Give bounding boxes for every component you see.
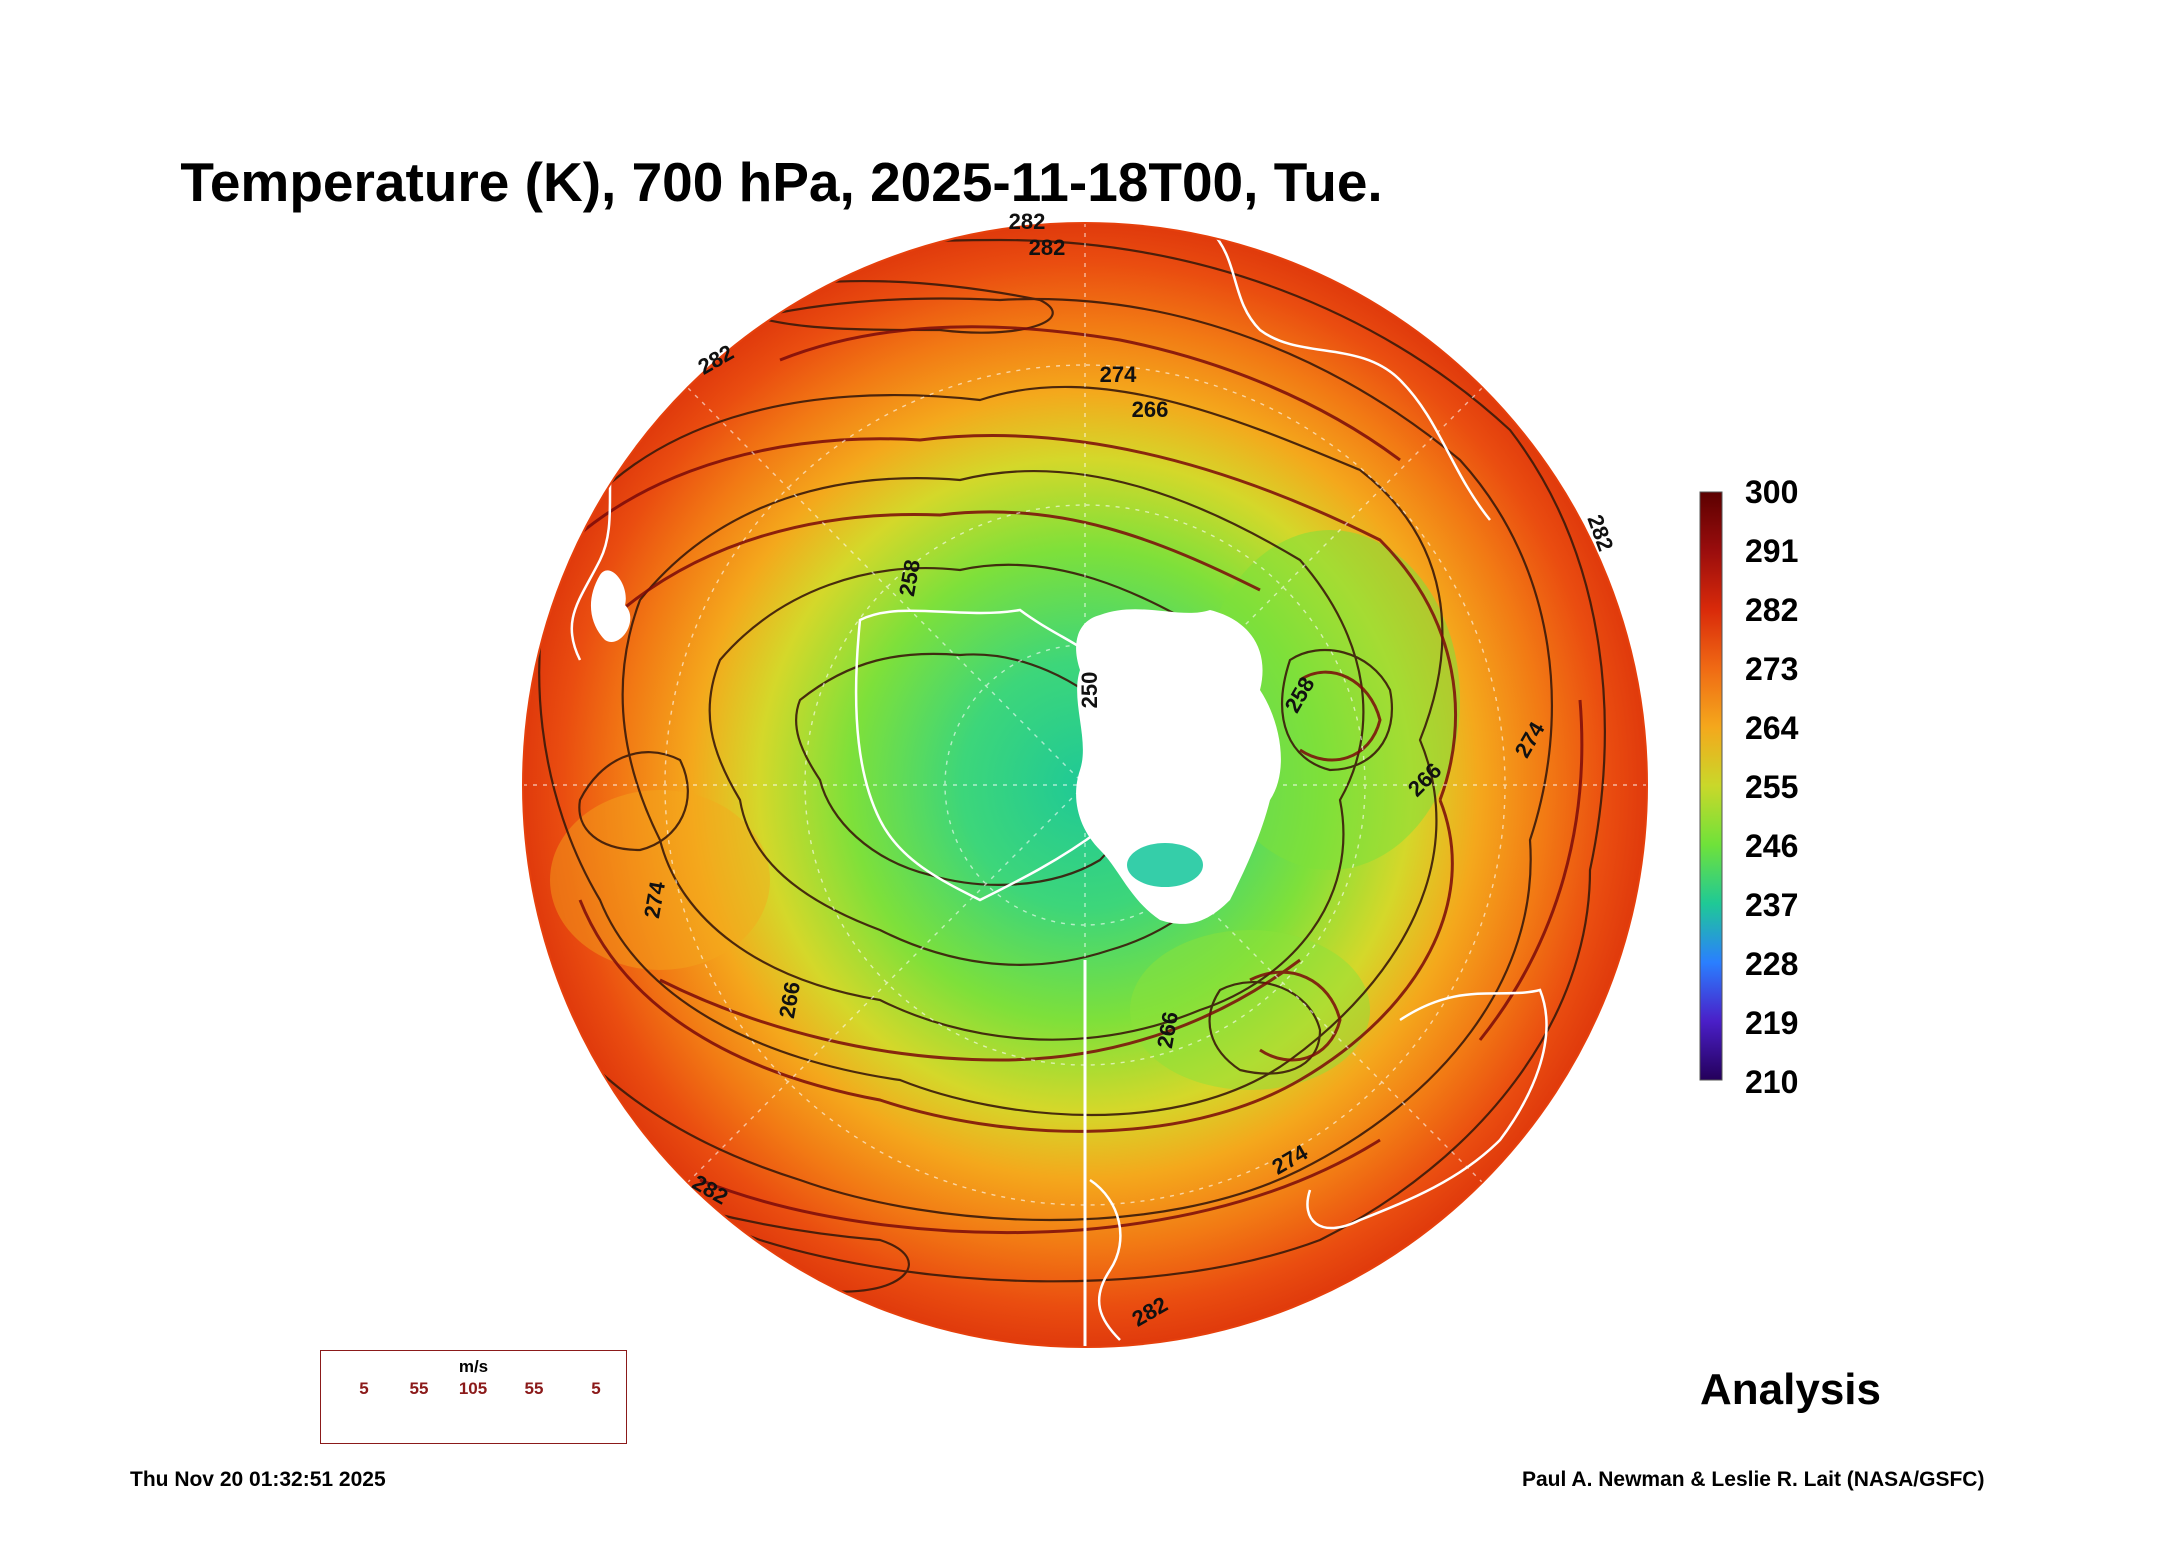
wind-legend-speed: 55 <box>409 1379 429 1398</box>
generation-timestamp: Thu Nov 20 01:32:51 2025 <box>130 1468 386 1491</box>
wind-legend-speed: 5 <box>359 1379 369 1398</box>
colorbar-label: 264 <box>1745 710 1799 746</box>
credit-line: Paul A. Newman & Leslie R. Lait (NASA/GS… <box>1522 1468 1985 1491</box>
contour-label: 274 <box>1099 362 1137 387</box>
no-data-patch-west <box>590 570 631 642</box>
wind-legend-unit: m/s <box>458 1357 489 1376</box>
wind-legend-speed: 5 <box>591 1379 601 1398</box>
cold-pool <box>1127 843 1203 887</box>
colorbar-label: 219 <box>1745 1005 1799 1041</box>
contour-label: 266 <box>1131 397 1169 422</box>
colorbar-label: 300 <box>1745 474 1799 510</box>
colorbar-label: 246 <box>1745 828 1799 864</box>
isotherm-contours <box>523 238 1606 1293</box>
wind-legend-speed: 55 <box>524 1379 544 1398</box>
colorbar-label: 255 <box>1745 769 1799 805</box>
colorbar-label: 282 <box>1745 592 1799 628</box>
no-data-region <box>1076 609 1281 924</box>
colorbar <box>1699 491 1723 1081</box>
wind-speed-legend: m/s 5 55 105 55 5 <box>320 1350 627 1444</box>
analysis-stamp: Analysis <box>1700 1365 1881 1414</box>
colorbar-label: 273 <box>1745 651 1799 687</box>
colorbar-label: 210 <box>1745 1064 1799 1100</box>
wind-legend-speed: 105 <box>458 1379 488 1398</box>
contour-label: 282 <box>1028 235 1066 260</box>
colorbar-label: 291 <box>1745 533 1799 569</box>
contour-label: 250 <box>1077 671 1102 709</box>
warm-anomaly-west <box>550 790 770 970</box>
colorbar-label: 228 <box>1745 946 1799 982</box>
disc-outline <box>522 222 1648 1348</box>
cool-anomaly-south <box>1130 930 1370 1090</box>
page-title: Temperature (K), 700 hPa, 2025-11-18T00,… <box>180 151 1383 213</box>
contour-label: 282 <box>1008 209 1046 234</box>
colorbar-label: 237 <box>1745 887 1799 923</box>
